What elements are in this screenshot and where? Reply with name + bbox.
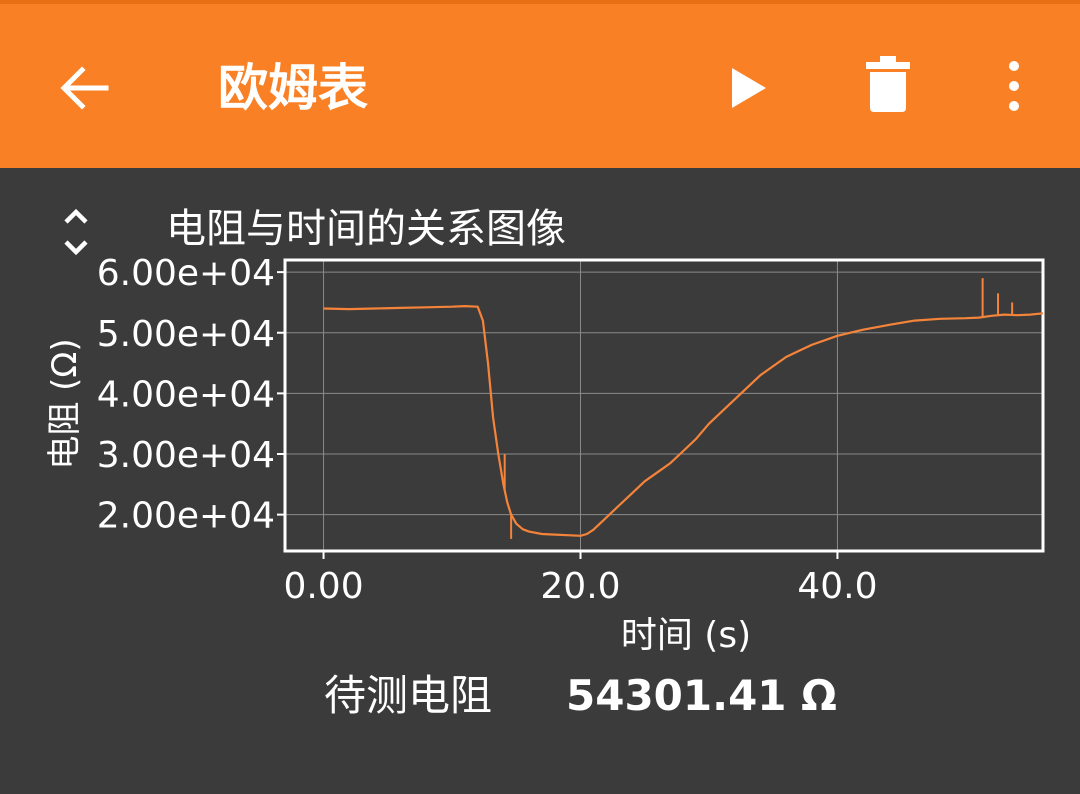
expand-collapse-button[interactable] xyxy=(56,204,96,264)
y-tick-label: 5.00e+04 xyxy=(97,314,275,355)
status-strip xyxy=(0,0,1080,4)
x-tick-label: 40.0 xyxy=(797,566,877,607)
series-line xyxy=(323,304,1044,537)
app-bar: 欧姆表 xyxy=(0,0,1080,168)
overflow-menu-button[interactable] xyxy=(994,56,1034,120)
y-tick-label: 4.00e+04 xyxy=(97,374,275,415)
measurement-label: 待测电阻 xyxy=(324,671,493,720)
plot-frame xyxy=(283,258,1045,553)
y-tick-label: 6.00e+04 xyxy=(97,253,275,294)
more-vertical-icon xyxy=(1009,61,1019,111)
arrow-left-icon xyxy=(60,66,109,110)
play-icon xyxy=(732,68,766,108)
back-button[interactable] xyxy=(54,58,114,118)
trash-icon xyxy=(866,56,910,112)
chart-title: 电阻与时间的关系图像 xyxy=(166,206,566,252)
y-tick-label: 2.00e+04 xyxy=(97,496,275,537)
x-axis-label: 时间 (s) xyxy=(621,615,751,656)
measurement-footer: 待测电阻 54301.41 Ω xyxy=(0,668,1080,728)
y-axis-label: 电阻 (Ω) xyxy=(45,338,85,469)
play-button[interactable] xyxy=(722,60,778,116)
x-tick-label: 0.00 xyxy=(283,566,363,607)
resistance-time-chart: 2.00e+04 3.00e+04 4.00e+04 5.00e+04 6.00e+04… xyxy=(45,253,1045,656)
x-tick-label: 20.0 xyxy=(540,566,620,607)
unfold-icon xyxy=(64,208,88,256)
measurement-value: 54301.41 Ω xyxy=(566,671,837,720)
y-tick-label: 3.00e+04 xyxy=(97,435,275,476)
page-title: 欧姆表 xyxy=(218,59,368,117)
delete-button[interactable] xyxy=(860,54,916,118)
